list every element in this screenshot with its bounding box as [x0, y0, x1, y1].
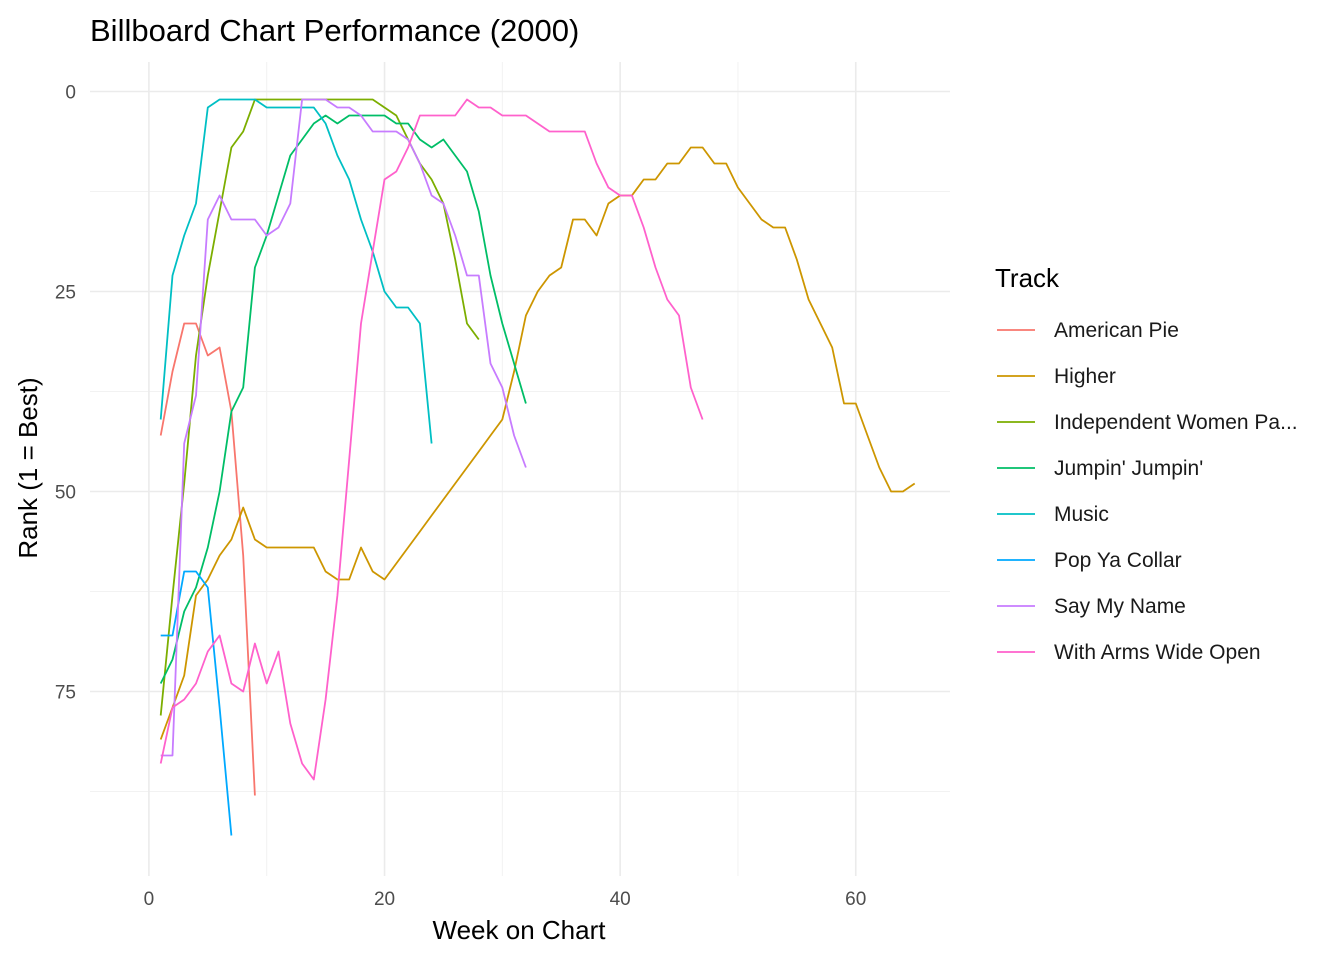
y-tick-label: 50 [55, 483, 76, 504]
legend: Track American Pie Higher Independent Wome… [995, 263, 1298, 664]
series-line-american-pie [159, 322, 256, 796]
y-tick-label: 75 [55, 683, 76, 704]
legend-title: Track [995, 263, 1060, 293]
series-line-higher [159, 146, 916, 740]
x-tick-label: 60 [845, 889, 866, 910]
series-line-jumpin-jumpin [159, 114, 527, 684]
legend-label: Jumpin' Jumpin' [1054, 457, 1203, 480]
series-line-say-my-name [160, 98, 527, 757]
y-axis-title: Rank (1 = Best) [13, 377, 43, 558]
legend-label: Higher [1054, 365, 1116, 388]
x-tick-label: 40 [610, 889, 631, 910]
x-tick-label: 0 [144, 889, 155, 910]
axis-ticks: 0 20 40 60 0 25 50 75 [55, 83, 866, 911]
series-line-music [159, 98, 433, 444]
x-tick-label: 20 [374, 889, 395, 910]
chart-title: Billboard Chart Performance (2000) [90, 13, 579, 48]
series-line-with-arms-wide-open [159, 98, 704, 781]
legend-label: Pop Ya Collar [1054, 549, 1182, 572]
y-tick-label: 25 [55, 283, 76, 304]
legend-label: Independent Women Pa... [1054, 411, 1298, 434]
legend-label: Music [1054, 503, 1109, 526]
y-tick-label: 0 [65, 83, 76, 104]
legend-label: American Pie [1054, 319, 1179, 342]
legend-label: Say My Name [1054, 595, 1186, 618]
gridlines [90, 62, 950, 876]
legend-label: With Arms Wide Open [1054, 641, 1261, 664]
x-axis-title: Week on Chart [433, 915, 607, 945]
series-lines [159, 98, 916, 836]
series-line-pop-ya-collar [160, 570, 233, 836]
